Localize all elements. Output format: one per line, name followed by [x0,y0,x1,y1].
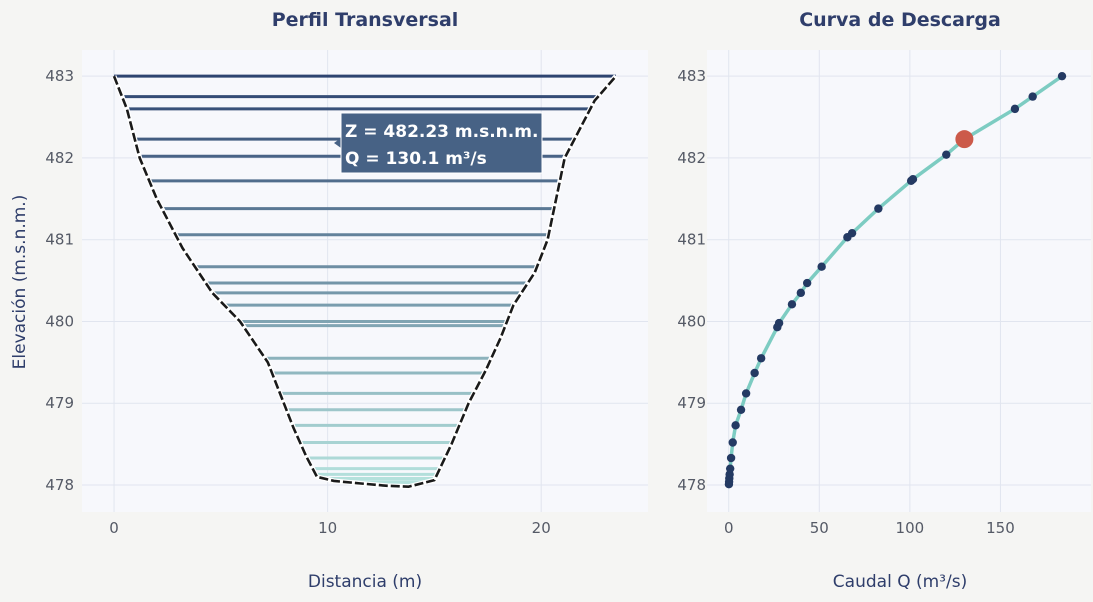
rating-point [741,389,751,398]
rating-curve-grid [707,50,1091,512]
rating-curve-panel: 0 50 100 150 478 479 480 481 482 483 Curva de Des… [677,9,1091,592]
rating-point [1028,92,1037,101]
water-levels [114,74,616,486]
xtick-label: 20 [532,519,551,537]
rating-point [750,368,759,378]
rating-point [847,228,857,238]
terrain-profile-line [112,75,617,488]
xtick-label: 0 [109,519,119,537]
xtick-label: 0 [724,519,734,537]
rating-point [731,421,740,430]
hover-tooltip: Z = 482.23 m.s.n.m. Q = 130.1 m³/s [334,112,543,174]
rating-point [774,318,784,328]
tooltip-discharge: Q = 130.1 m³/s [345,149,487,169]
cross-section-panel: 0 10 20 478 479 480 481 482 483 Perfil Transvers… [10,9,648,592]
rating-curve-line [727,74,1064,486]
rating-point [802,278,812,288]
xtick-label: 150 [986,519,1015,537]
xtick-label: 100 [896,519,925,537]
rating-point [736,405,746,414]
xtick-label: 10 [318,519,337,537]
rating-curve-title: Curva de Descarga [799,9,1001,31]
tooltip-pointer [334,138,341,148]
rating-point [874,204,883,213]
cross-section-title: Perfil Transversal [272,9,459,31]
rating-point [796,288,806,298]
rating-point [787,300,797,309]
rating-curve-ticks: 0 50 100 150 478 479 480 481 482 483 [677,67,1014,537]
rating-curve-xlabel: Caudal Q (m³/s) [833,572,967,592]
ytick-label: 480 [677,312,706,330]
highlighted-point [955,130,974,149]
ytick-label: 479 [677,394,706,412]
ytick-label: 481 [677,231,706,249]
rating-point [942,150,951,159]
rating-point [1010,104,1020,114]
rating-point [1057,71,1067,81]
tooltip-box [340,112,543,174]
ytick-label: 478 [45,476,74,494]
ytick-label: 480 [45,312,74,330]
cross-section-xlabel: Distancia (m) [308,572,422,592]
ytick-label: 482 [45,149,74,167]
rating-curve-plot-area [707,50,1091,512]
cross-section-ticks: 0 10 20 478 479 480 481 482 483 [45,67,550,537]
rating-point [726,453,736,463]
rating-point [756,354,766,363]
rating-point [817,262,826,271]
rating-points-group [724,71,1067,489]
rating-curve-group [727,74,1064,486]
profile-group [111,74,618,490]
cross-section-ylabel: Elevación (m.s.n.m.) [10,195,30,370]
tooltip-elevation: Z = 482.23 m.s.n.m. [345,122,538,142]
rating-point [908,174,918,184]
ytick-label: 483 [677,67,706,85]
rating-point [728,438,737,447]
ytick-label: 478 [677,476,706,494]
ytick-label: 479 [45,394,74,412]
xtick-label: 50 [810,519,829,537]
ytick-label: 483 [45,67,74,85]
rating-point [725,464,735,473]
ytick-label: 481 [45,231,74,249]
ytick-label: 482 [677,149,706,167]
